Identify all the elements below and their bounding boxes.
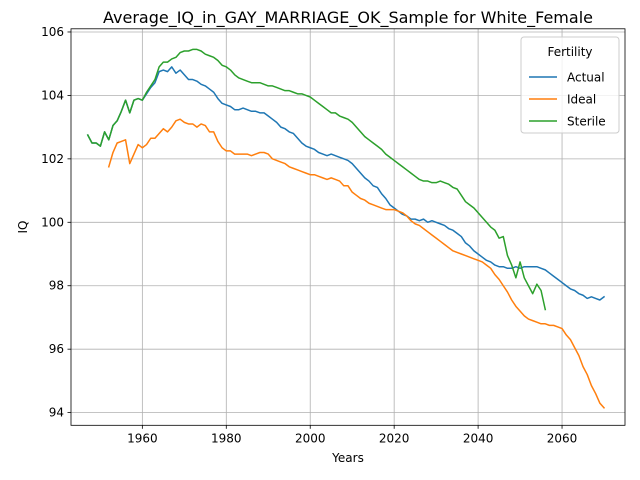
x-axis-label: Years <box>331 451 364 465</box>
series-line-sterile <box>86 48 547 311</box>
x-tick-label: 2020 <box>379 431 410 445</box>
legend-label-ideal: Ideal <box>567 93 596 107</box>
y-tick-label: 104 <box>41 88 64 102</box>
x-tick-label: 2060 <box>547 431 578 445</box>
x-tick-label: 2000 <box>295 431 326 445</box>
legend-label-actual: Actual <box>567 71 605 85</box>
y-tick-label: 94 <box>49 406 64 420</box>
plot-lines <box>86 48 606 409</box>
legend-label-sterile: Sterile <box>567 115 606 129</box>
plot-frame <box>70 28 626 426</box>
grid <box>71 28 625 426</box>
y-tick-label: 96 <box>49 342 64 356</box>
y-tick-label: 100 <box>41 215 64 229</box>
y-tick-label: 98 <box>49 279 64 293</box>
series-line-ideal <box>107 118 606 409</box>
x-tick-label: 1960 <box>127 431 158 445</box>
legend-entries: Actual Ideal Sterile <box>529 71 606 129</box>
legend: Fertility Actual Ideal Sterile <box>520 36 620 134</box>
legend-box <box>520 36 620 134</box>
x-tick-label: 2040 <box>463 431 494 445</box>
chart-title: Average_IQ_in_GAY_MARRIAGE_OK_Sample for… <box>103 8 593 28</box>
y-tick-label: 102 <box>41 152 64 166</box>
axes: 1960 1980 2000 2020 2040 2060 94 96 98 100 102 104 1… <box>41 25 577 445</box>
legend-title: Fertility <box>547 45 592 59</box>
x-tick-label: 1980 <box>211 431 242 445</box>
y-tick-label: 106 <box>41 25 64 39</box>
y-axis-label: IQ <box>16 221 30 234</box>
